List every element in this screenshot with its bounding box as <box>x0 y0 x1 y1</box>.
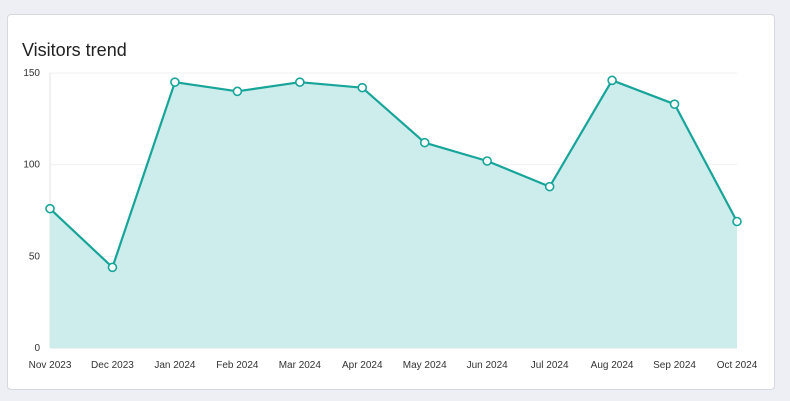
x-tick-label: Jan 2024 <box>154 360 196 371</box>
x-tick-label: Apr 2024 <box>342 360 383 371</box>
x-tick-label: Mar 2024 <box>279 360 322 371</box>
x-tick-label: May 2024 <box>403 360 447 371</box>
x-tick-label: Sep 2024 <box>653 360 696 371</box>
x-tick-label: Jul 2024 <box>531 360 569 371</box>
y-tick-label: 100 <box>23 160 40 171</box>
data-point <box>232 86 243 97</box>
data-point <box>607 75 617 86</box>
x-tick-label: Oct 2024 <box>717 360 758 371</box>
x-tick-label: Dec 2023 <box>91 360 134 371</box>
data-point <box>544 181 555 192</box>
x-tick-label: Feb 2024 <box>216 360 259 371</box>
x-tick-label: Jun 2024 <box>467 360 509 371</box>
data-point <box>732 216 742 227</box>
data-point <box>45 203 55 214</box>
data-point <box>357 82 368 93</box>
series-line <box>49 79 738 269</box>
y-tick-label: 0 <box>34 343 40 354</box>
y-tick-label: 150 <box>23 68 40 79</box>
x-tick-label: Nov 2023 <box>29 360 72 371</box>
x-tick-label: Aug 2024 <box>591 360 634 371</box>
data-point <box>669 99 680 109</box>
chart-title: Visitors trend <box>22 40 127 60</box>
data-point <box>295 77 305 87</box>
data-point <box>107 262 118 273</box>
data-point <box>170 77 180 87</box>
series-area <box>50 80 737 348</box>
data-point <box>482 156 492 166</box>
y-tick-label: 50 <box>29 251 41 262</box>
data-point <box>419 137 430 148</box>
